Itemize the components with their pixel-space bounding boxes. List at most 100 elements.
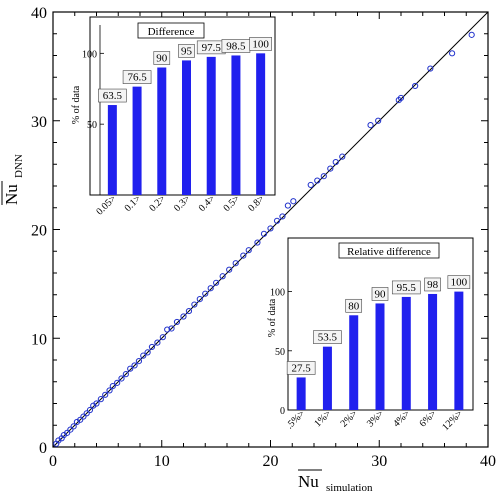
inset-bar [206, 56, 216, 195]
inset-y-tick-label: 50 [275, 347, 285, 358]
inset-bar [296, 377, 306, 410]
data-point [240, 252, 247, 259]
data-point [127, 365, 134, 372]
data-point [191, 301, 198, 308]
y-axis-title: Nu DNN [1, 154, 25, 205]
data-point [77, 416, 84, 423]
data-point [70, 423, 77, 430]
data-point [245, 247, 252, 254]
inset-bar [375, 303, 385, 410]
data-point [307, 181, 314, 189]
inset-bar [256, 53, 266, 196]
data-point [226, 266, 233, 273]
data-point [320, 173, 327, 180]
data-points [53, 31, 475, 447]
identity-line [52, 11, 489, 448]
data-point [284, 202, 291, 209]
data-point [80, 413, 87, 420]
data-point [106, 387, 113, 394]
bar-data-label: 90 [156, 53, 168, 65]
data-point [375, 117, 382, 124]
inset-bar [132, 86, 142, 195]
data-point [86, 406, 94, 414]
data-point [290, 198, 297, 205]
y-tick-label: 20 [31, 223, 47, 240]
data-point [314, 177, 321, 184]
bar-label-box [424, 277, 441, 292]
bar-label-box [122, 70, 152, 84]
x-tick-label: 20 [263, 453, 279, 470]
data-point [173, 318, 181, 326]
data-point [122, 371, 129, 378]
y-tick-label: 30 [31, 114, 47, 131]
data-point [202, 290, 209, 297]
data-point [109, 383, 116, 390]
bar-label-box [345, 298, 363, 313]
bar-data-label: 80 [348, 300, 360, 312]
data-point [327, 165, 334, 172]
x-tick-label: 40 [480, 453, 496, 470]
inset-bar [157, 67, 167, 195]
bar-label-box [178, 44, 195, 58]
data-point [148, 343, 156, 351]
bar-label-box [286, 361, 316, 375]
inset-title-box [137, 22, 205, 39]
x-axis-label-subscript: simulation [326, 482, 373, 494]
bar-label-box [153, 51, 171, 65]
data-point [135, 357, 143, 365]
y-axis-label-subscript: DNN [13, 154, 25, 178]
data-point [219, 273, 226, 280]
inset-y-tick-label: 50 [87, 120, 97, 131]
data-point [67, 426, 74, 433]
inset-bar [231, 55, 241, 196]
main-plot: 0 10 20 30 40 0 10 20 30 40 Nu simulation Nu DNN [1, 5, 496, 494]
data-point [254, 239, 261, 246]
data-point [159, 334, 166, 341]
bar-label-box [313, 330, 342, 344]
inset-bar [428, 293, 438, 410]
data-point [83, 410, 90, 417]
data-point [140, 352, 147, 359]
data-point [260, 230, 268, 237]
inset-title-box [338, 242, 440, 259]
data-point [332, 158, 339, 166]
y-tick-label: 40 [31, 5, 47, 22]
data-point [164, 326, 171, 333]
inset-bar [349, 315, 359, 410]
data-point [397, 94, 405, 102]
data-point [93, 400, 100, 407]
data-point [207, 285, 214, 292]
data-point [196, 296, 203, 303]
inset-bars: 63.5 76.5 90 95 97.5 98.5 100 [98, 37, 272, 196]
bar-data-label: 95.5 [397, 282, 417, 294]
x-axis-title: Nu simulation [298, 469, 373, 494]
bar-data-label: 76.5 [127, 72, 147, 84]
bar-label-box [249, 37, 272, 51]
axis-ticks: 0 10 20 30 40 0 10 20 30 40 [31, 5, 496, 470]
bar-data-label: 98 [427, 279, 439, 291]
x-tick-label: 10 [154, 453, 170, 470]
bar-data-label: 27.5 [292, 362, 312, 374]
x-tick-label: 0 [49, 453, 57, 470]
data-point [279, 213, 286, 220]
inset-bar [107, 105, 117, 195]
inset-y-axis-label: % of data [71, 85, 82, 124]
x-axis-label: Nu [298, 472, 319, 491]
data-point [64, 429, 71, 436]
data-point [168, 325, 175, 332]
data-point [102, 391, 109, 398]
inset-title: Relative difference [347, 246, 431, 258]
inset-y-tick-label: 100 [270, 288, 285, 299]
bar-data-label: 100 [252, 38, 269, 50]
inset-bar [322, 346, 332, 410]
bar-data-label: 100 [451, 277, 468, 289]
inset-bar [182, 60, 191, 195]
inset-bar [401, 296, 411, 410]
data-point [213, 279, 220, 286]
data-point [273, 217, 281, 224]
data-point [367, 122, 374, 129]
bar-data-label: 98.5 [226, 40, 246, 52]
data-point [154, 339, 161, 346]
